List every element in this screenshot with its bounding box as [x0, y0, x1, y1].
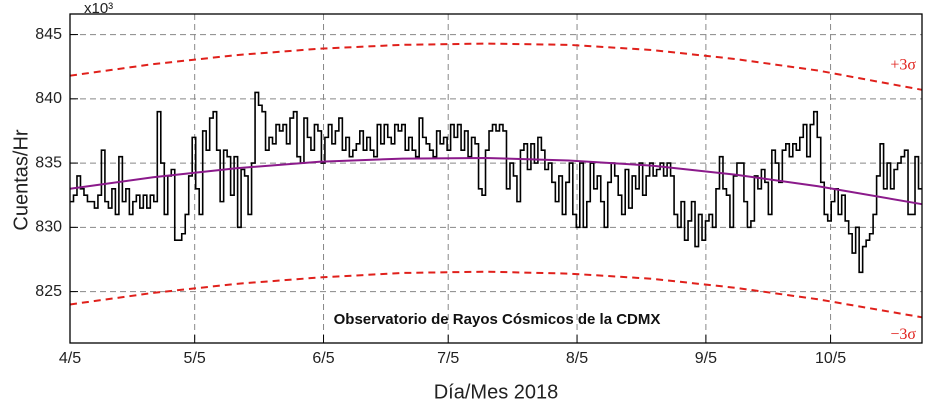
x-tick-label: 7/5 [437, 350, 459, 367]
y-tick-label: 830 [35, 219, 62, 236]
fit-line [69, 156, 923, 206]
x-tick-label: 4/5 [59, 350, 81, 367]
x-tick-label: 5/5 [184, 350, 206, 367]
count-steps [70, 91, 922, 274]
sigma-label: −3σ [890, 326, 916, 343]
y-axis-label: Cuentas/Hr [10, 129, 32, 230]
x-axis-label: Día/Mes 2018 [434, 381, 559, 403]
sigma-label: +3σ [890, 56, 916, 73]
y-tick-label: 835 [35, 154, 62, 171]
sigma-line [69, 42, 923, 91]
y-tick-label: 845 [35, 26, 62, 43]
plot-frame [69, 13, 923, 344]
y-tick-label: 825 [35, 283, 62, 300]
x-tick-label: 10/5 [815, 350, 846, 367]
x-tick-label: 6/5 [312, 350, 334, 367]
y-tick-label: 840 [35, 90, 62, 107]
y-multiplier: x10³ [84, 0, 113, 17]
x-tick-label: 8/5 [566, 350, 588, 367]
annotation: Observatorio de Rayos Cósmicos de la CDM… [334, 311, 661, 328]
x-tick-label: 9/5 [695, 350, 717, 367]
